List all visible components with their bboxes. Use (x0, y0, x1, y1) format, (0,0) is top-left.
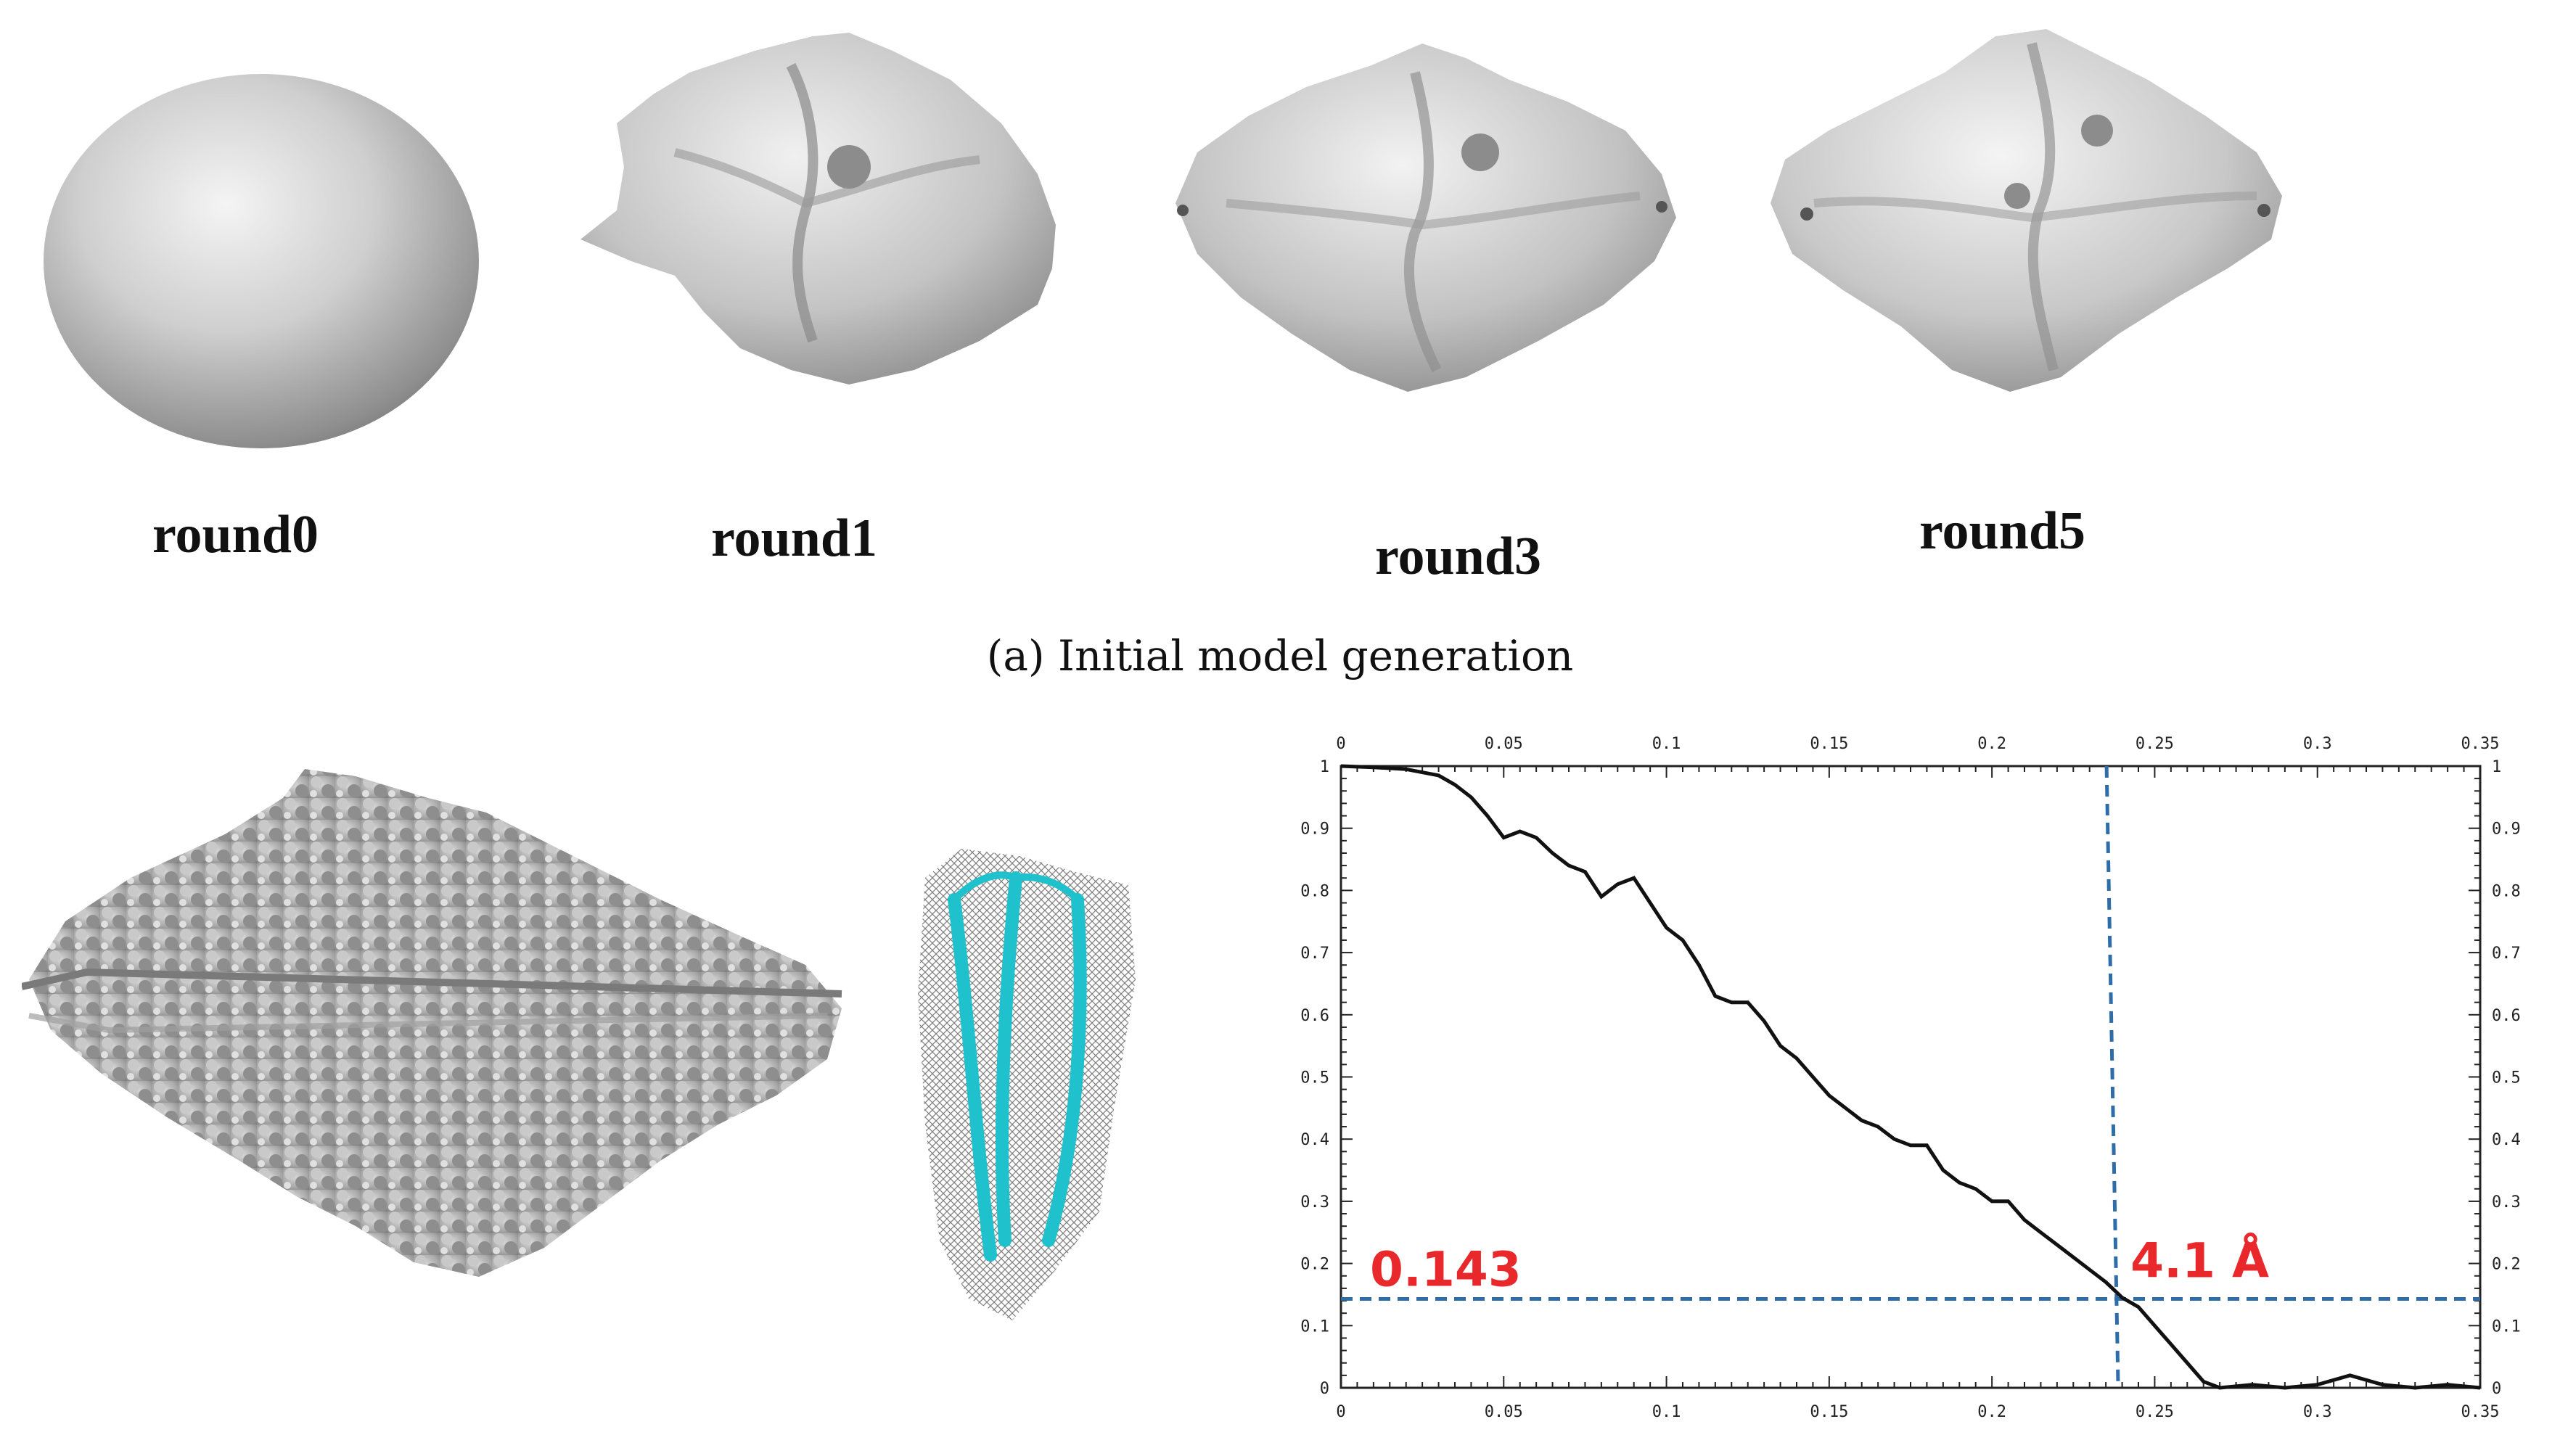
x-tick-label: 0.3 (2303, 735, 2332, 753)
beta-sheet-density-render (918, 849, 1136, 1320)
round3-label: round3 (1375, 527, 1541, 586)
y-tick-label: 0.6 (2492, 1007, 2521, 1025)
resolution-label: 4.1 Å (2130, 1232, 2269, 1288)
threshold-vertical-line (2104, 765, 2120, 1389)
y-tick-label: 0.4 (1300, 1131, 1329, 1149)
y-tick-label: 0.2 (1300, 1256, 1329, 1274)
x-axis-top: 0 0.05 0.1 0.15 0.2 0.25 0.3 0.35 (1336, 735, 2499, 778)
y-tick-label: 0.2 (2492, 1256, 2521, 1274)
y-tick-label: 0.5 (1300, 1069, 1329, 1087)
round3-map-render (1176, 44, 1676, 392)
y-tick-label: 0.1 (1300, 1317, 1329, 1336)
round5-map-render (1771, 29, 2282, 392)
x-tick-label: 0.35 (2461, 1403, 2500, 1421)
y-tick-label: 0 (2492, 1380, 2501, 1398)
x-tick-label: 0.1 (1652, 1403, 1681, 1421)
round1-map-render (580, 33, 1056, 384)
y-tick-label: 0.9 (2492, 820, 2521, 839)
y-tick-label: 0.8 (1300, 882, 1329, 900)
fsc-curve (1340, 764, 2481, 1390)
y-tick-label: 0 (1320, 1380, 1329, 1398)
x-axis-bottom: 0 0.05 0.1 0.15 0.2 0.25 0.3 0.35 (1336, 1376, 2499, 1421)
x-tick-label: 0 (1336, 1403, 1345, 1421)
y-tick-label: 0.3 (1300, 1193, 1329, 1212)
y-tick-label: 1 (2492, 758, 2501, 776)
y-axis-left: 0 0.1 0.2 0.3 0.4 0.5 0.6 0.7 0.8 0.9 1 (1300, 758, 1353, 1398)
x-tick-label: 0.2 (1977, 1403, 2006, 1421)
y-tick-label: 0.6 (1300, 1007, 1329, 1025)
threshold-value-label: 0.143 (1370, 1241, 1522, 1297)
round5-label: round5 (1919, 501, 2085, 561)
x-tick-label: 0.25 (2136, 1403, 2174, 1421)
x-tick-label: 0.05 (1485, 735, 1523, 753)
x-tick-label: 0.1 (1652, 735, 1681, 753)
y-tick-label: 0.7 (2492, 945, 2521, 963)
y-tick-label: 0.3 (2492, 1193, 2521, 1212)
x-tick-label: 0.2 (1977, 735, 2006, 753)
y-tick-label: 0.7 (1300, 945, 1329, 963)
caption-a: (a) Initial model generation (986, 631, 1574, 680)
x-tick-label: 0.15 (1810, 735, 1848, 753)
round1-label: round1 (711, 509, 877, 568)
x-tick-label: 0.35 (2461, 735, 2500, 753)
y-tick-label: 0.9 (1300, 820, 1329, 839)
x-tick-label: 0.25 (2136, 735, 2174, 753)
y-tick-label: 0.1 (2492, 1317, 2521, 1336)
y-tick-label: 0.4 (2492, 1131, 2521, 1149)
fsc-chart: 0 0.05 0.1 0.15 0.2 0.25 0.3 0.35 0 0.05 0.1 0.15 0… (1300, 735, 2521, 1421)
x-tick-label: 0.15 (1810, 1403, 1848, 1421)
final-map-render (22, 769, 842, 1277)
x-tick-label: 0.05 (1485, 1403, 1523, 1421)
round0-map-render (44, 74, 479, 448)
y-tick-label: 0.8 (2492, 882, 2521, 900)
y-axis-right: 0 0.1 0.2 0.3 0.4 0.5 0.6 0.7 0.8 0.9 1 (2469, 758, 2521, 1398)
x-tick-label: 0 (1336, 735, 1345, 753)
y-tick-label: 0.5 (2492, 1069, 2521, 1087)
y-tick-label: 1 (1320, 758, 1329, 776)
round0-label: round0 (152, 505, 319, 564)
x-tick-label: 0.3 (2303, 1403, 2332, 1421)
